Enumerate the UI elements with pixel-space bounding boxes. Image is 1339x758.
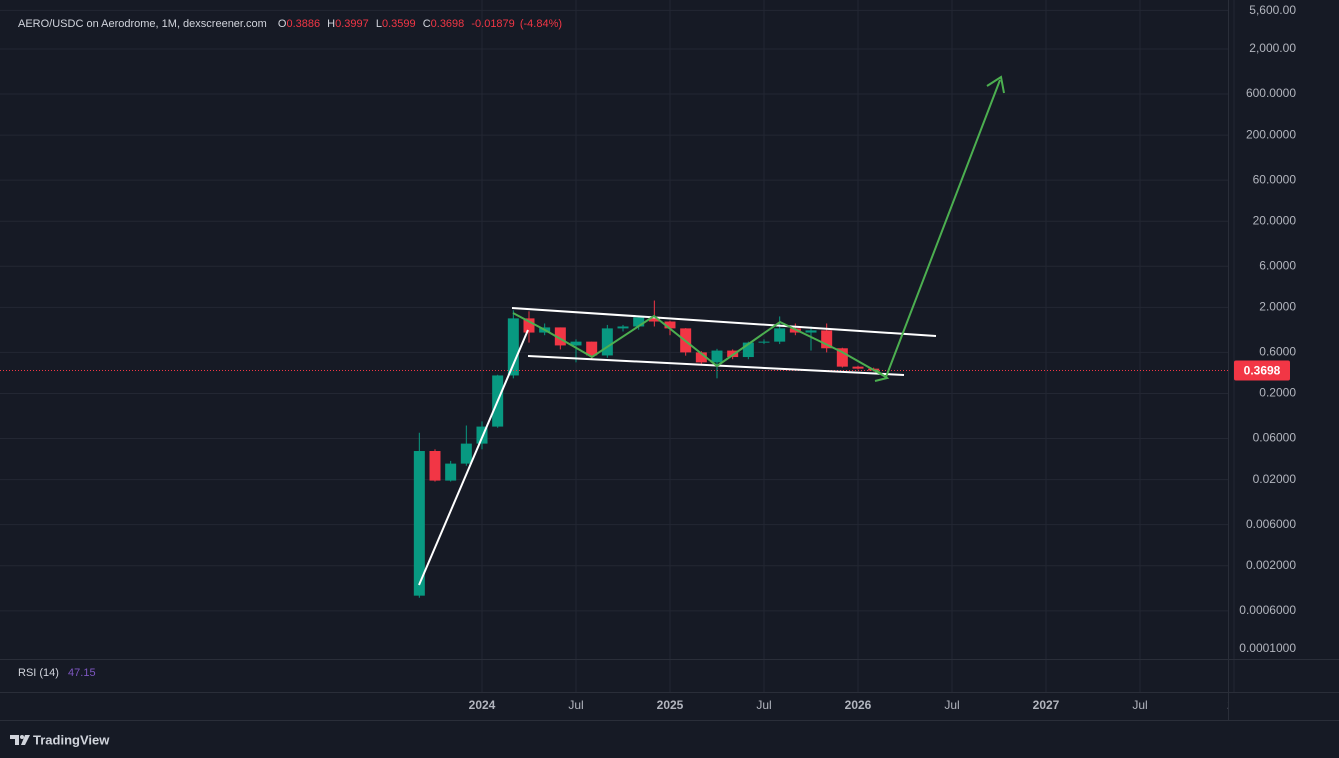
y-tick-label: 0.0006000	[1239, 603, 1296, 617]
candle-body	[570, 341, 582, 346]
candle-body	[523, 318, 535, 333]
y-tick-label: 0.0001000	[1239, 641, 1296, 655]
arrow-head	[986, 75, 1005, 94]
rsi-name: RSI (14)	[18, 667, 59, 679]
y-tick-label: 2.0000	[1259, 300, 1296, 314]
last-price-label: 0.3698	[1244, 364, 1281, 378]
candle-body	[413, 451, 425, 596]
x-tick-label: 2027	[1033, 698, 1060, 712]
y-tick-label: 0.2000	[1259, 386, 1296, 400]
arrow-head	[874, 369, 890, 382]
x-tick-label: 2026	[845, 698, 872, 712]
change-pct: (-4.84%)	[520, 18, 562, 30]
y-tick-label: 0.002000	[1246, 558, 1296, 572]
x-tick-label: 2024	[469, 698, 496, 712]
y-tick-label: 20.0000	[1253, 213, 1297, 227]
y-tick-label: 0.6000	[1259, 345, 1296, 359]
candle-body	[460, 443, 472, 464]
ohlc-value: 0.3599	[382, 18, 416, 30]
ohlc-label: L	[376, 18, 382, 30]
candle-body	[774, 328, 786, 342]
time-axis: 2024 Jul 2025 Jul 2026 Jul 2027 Jul 20	[469, 698, 1241, 712]
x-tick-label: 2025	[657, 698, 684, 712]
candle-body	[445, 463, 457, 481]
y-tick-label: 6.0000	[1259, 258, 1296, 272]
ohlc-value: 0.3886	[286, 18, 320, 30]
x-tick-label: 20	[1227, 698, 1241, 712]
header: AERO/USDC on Aerodrome, 1M, dexscreener.…	[18, 18, 562, 30]
symbol: AERO/USDC on Aerodrome, 1M, dexscreener.…	[18, 18, 267, 30]
candle-body	[836, 348, 848, 367]
candle-body	[664, 321, 676, 329]
candle-body	[507, 318, 519, 376]
x-tick-label: Jul	[568, 698, 583, 712]
candle-body	[805, 330, 817, 333]
candle-body	[852, 366, 864, 369]
ohlc-label: C	[423, 18, 431, 30]
x-tick-label: Jul	[1132, 698, 1147, 712]
y-tick-label: 0.06000	[1253, 431, 1297, 445]
ohlc-label: O	[278, 18, 287, 30]
change: -0.01879	[471, 18, 514, 30]
logo	[10, 735, 30, 745]
candle-body	[727, 350, 739, 358]
x-tick-label: Jul	[756, 698, 771, 712]
candle-body	[648, 317, 660, 322]
y-tick-label: 2,000.00	[1249, 41, 1296, 55]
candle-body	[633, 317, 645, 327]
brand: TradingView	[33, 732, 110, 747]
y-tick-label: 200.0000	[1246, 127, 1296, 141]
ohlc-value: 0.3997	[335, 18, 369, 30]
logo-part	[20, 735, 24, 739]
last-price-tag	[1234, 360, 1290, 381]
candle-body	[554, 327, 566, 346]
grid	[0, 0, 1235, 692]
drawings	[418, 75, 1005, 586]
candle-body	[617, 326, 629, 329]
y-tick-label: 600.0000	[1246, 86, 1296, 100]
candles	[0, 300, 1228, 598]
ohlc-label: H	[327, 18, 335, 30]
candle-body	[695, 352, 707, 363]
channel-top	[511, 307, 937, 337]
rsi-value: 47.15	[68, 667, 96, 679]
candle-body	[601, 328, 613, 356]
ohlc-value: 0.3698	[431, 18, 465, 30]
candle-body	[429, 451, 441, 481]
projection-path	[512, 79, 1001, 379]
y-axis: 5,600.00 2,000.00 600.0000 200.0000 60.0000 2…	[1234, 3, 1296, 655]
y-tick-label: 60.0000	[1253, 172, 1297, 186]
y-tick-label: 0.006000	[1246, 517, 1296, 531]
candle-body	[742, 342, 754, 358]
logo-part	[10, 735, 19, 745]
trendline	[418, 329, 529, 586]
candle-body	[821, 330, 833, 349]
logo-part	[21, 735, 30, 745]
y-tick-label: 5,600.00	[1249, 3, 1296, 17]
x-tick-label: Jul	[944, 698, 959, 712]
candle-body	[711, 350, 723, 363]
rsi-label: RSI (14) 47.15	[18, 667, 96, 679]
candle-body	[586, 341, 598, 356]
candle-body	[758, 341, 770, 343]
y-tick-label: 0.02000	[1253, 472, 1297, 486]
